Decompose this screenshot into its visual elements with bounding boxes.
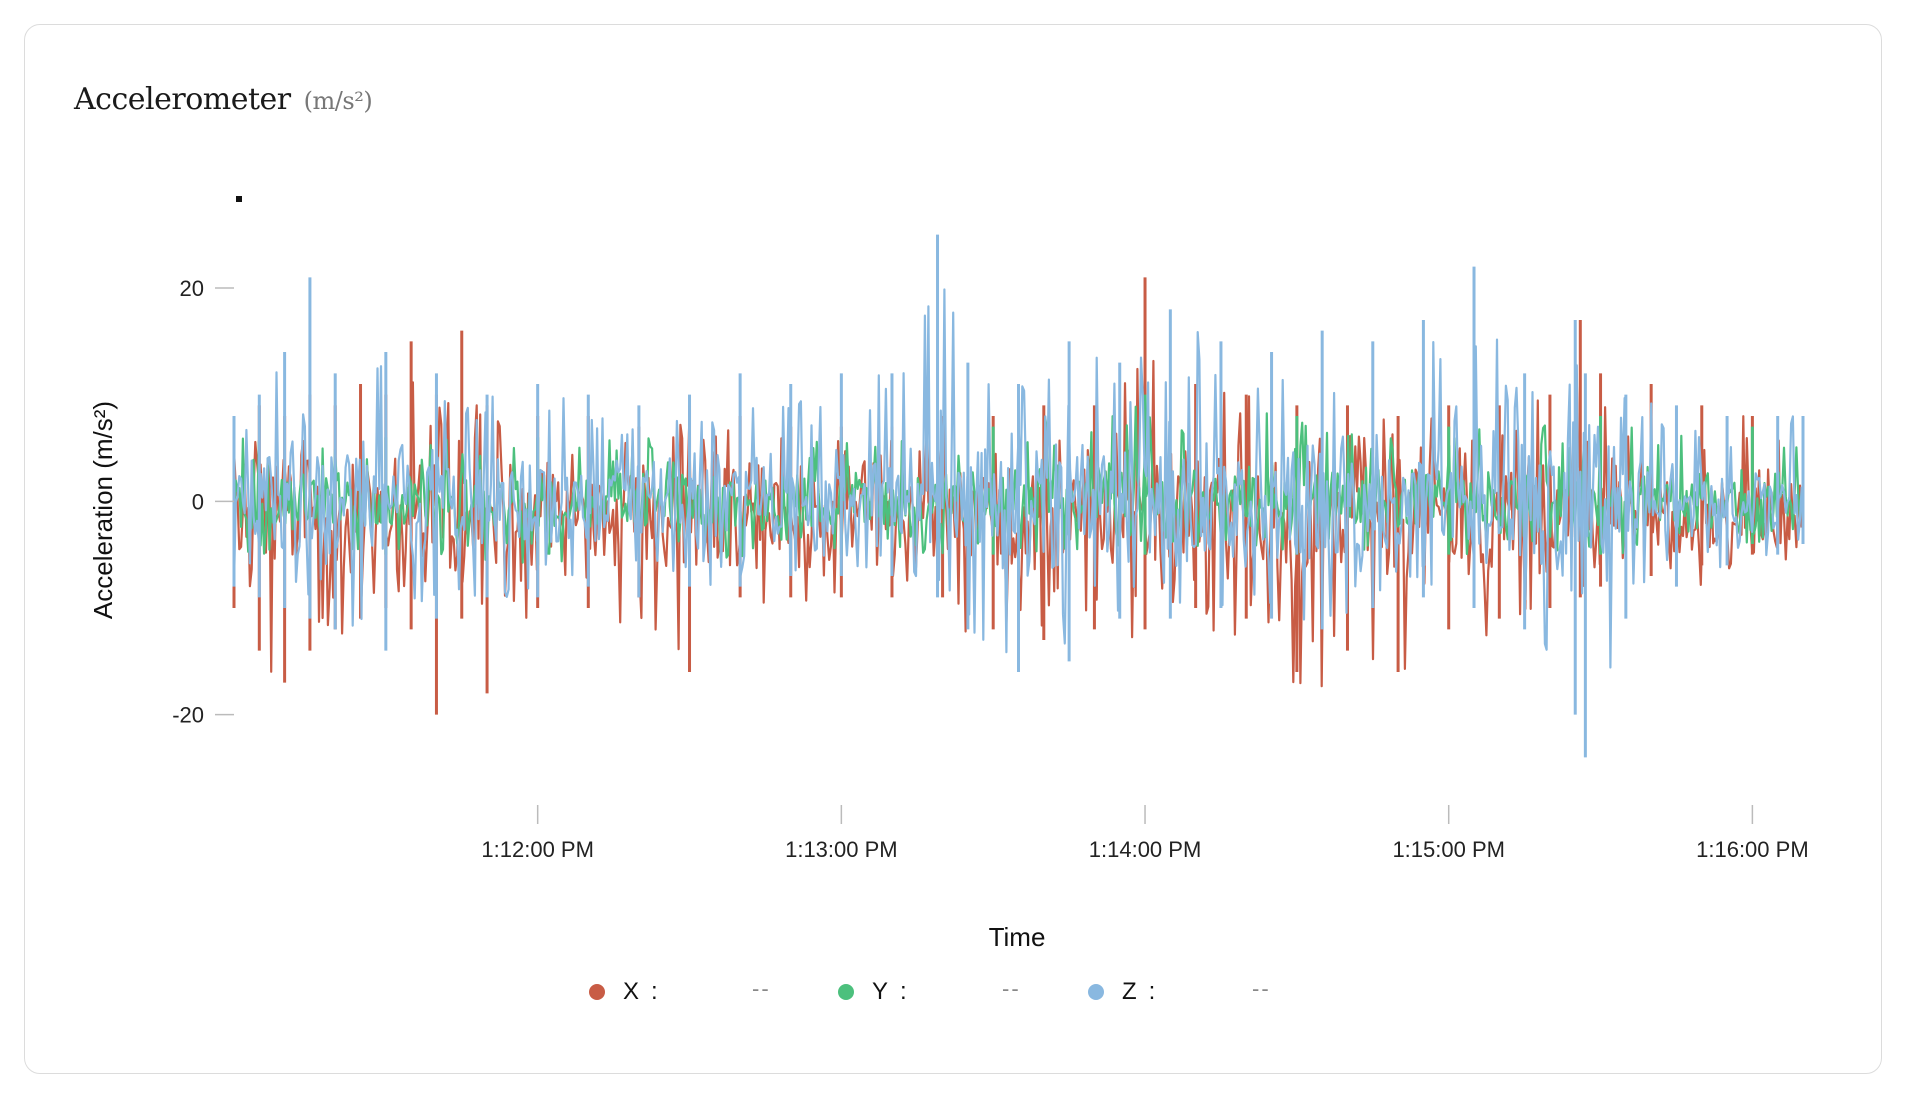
series-layer [232, 234, 1805, 758]
x-tick-label: 1:14:00 PM [1089, 837, 1202, 862]
y-tick-label: -20 [172, 703, 204, 728]
chart-title: Accelerometer (m/s²) [74, 82, 373, 117]
legend-value-z: -- [1252, 976, 1271, 1001]
x-tick-label: 1:16:00 PM [1696, 837, 1809, 862]
y-axis-label: Acceleration (m/s²) [88, 401, 118, 619]
legend-item-x[interactable]: X: [589, 978, 658, 1006]
legend-dot-x [589, 984, 605, 1000]
legend-label-y: Y [872, 978, 889, 1005]
legend-dot-y [838, 984, 854, 1000]
x-tick-label: 1:12:00 PM [481, 837, 594, 862]
chart-title-unit: (m/s²) [303, 87, 373, 115]
legend-label-x: X [623, 978, 640, 1005]
legend-value-y: -- [1002, 976, 1021, 1001]
legend-dot-z [1088, 984, 1104, 1000]
legend-item-y[interactable]: Y: [838, 978, 907, 1006]
x-axis-label: Time [989, 922, 1046, 952]
chart-title-text: Accelerometer [74, 82, 291, 117]
chart-marker [236, 196, 242, 202]
legend-value-x: -- [752, 976, 771, 1001]
y-tick-label: 0 [192, 489, 204, 514]
axis-layer: 20 0 -20 1:12:00 PM 1:13:00 PM 1:14:00 PM 1:15… [172, 276, 1808, 862]
y-tick-label: 20 [180, 276, 204, 301]
legend-label-z: Z [1122, 978, 1137, 1005]
x-tick-label: 1:13:00 PM [785, 837, 898, 862]
legend-item-z[interactable]: Z: [1088, 978, 1155, 1006]
x-tick-label: 1:15:00 PM [1392, 837, 1505, 862]
chart-legend: X: -- Y: -- Z: -- [0, 976, 1910, 1018]
